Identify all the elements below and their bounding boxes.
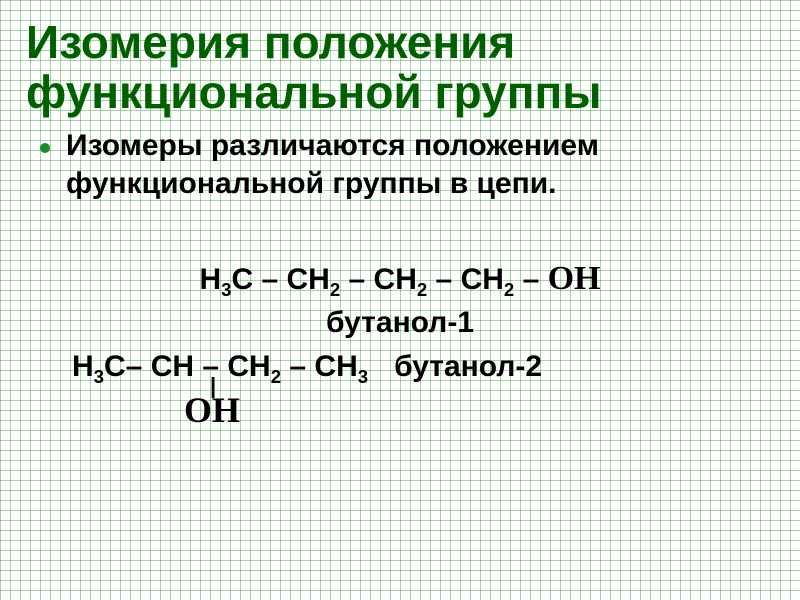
compound2-formula: Н3С– СН – СН2 – СН3 <box>72 350 368 384</box>
compound1-name: бутанол-1 <box>26 306 774 340</box>
slide: Изомерия положения функциональной группы… <box>0 0 800 600</box>
bullet-text: Изомеры различаются положением функциона… <box>66 127 774 202</box>
compound2-oh: ОН <box>184 391 774 431</box>
bullet-item: Изомеры различаются положением функциона… <box>26 127 774 202</box>
bond-icon: | <box>184 380 774 391</box>
compound2-substituent: | ОН <box>26 380 774 431</box>
slide-title: Изомерия положения функциональной группы <box>26 18 774 117</box>
compound2-row: Н3С– СН – СН2 – СН3 бутанол-2 <box>26 350 774 384</box>
formula-text: Н3С – СН2 – СН2 – СН2 – <box>199 263 547 296</box>
compound2-name: бутанол-2 <box>394 350 542 384</box>
bullet-dot-icon <box>40 143 50 153</box>
compound1-formula: Н3С – СН2 – СН2 – СН2 – ОН <box>26 254 774 303</box>
compound1-oh: ОН <box>548 260 601 297</box>
